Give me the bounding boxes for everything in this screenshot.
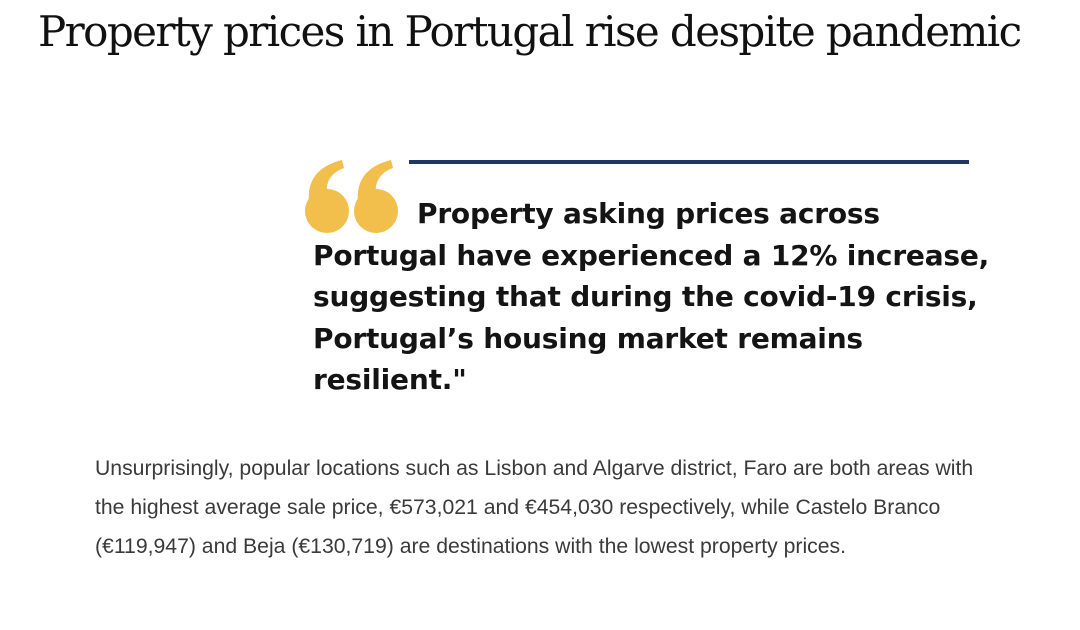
left-double-quote-icon [305,160,398,233]
pull-quote: Property asking prices across Portugal h… [313,197,990,396]
body-paragraph: Unsurprisingly, popular locations such a… [95,457,974,558]
page-title: Property prices in Portugal rise despite… [38,7,1022,56]
quote-divider [409,160,969,164]
